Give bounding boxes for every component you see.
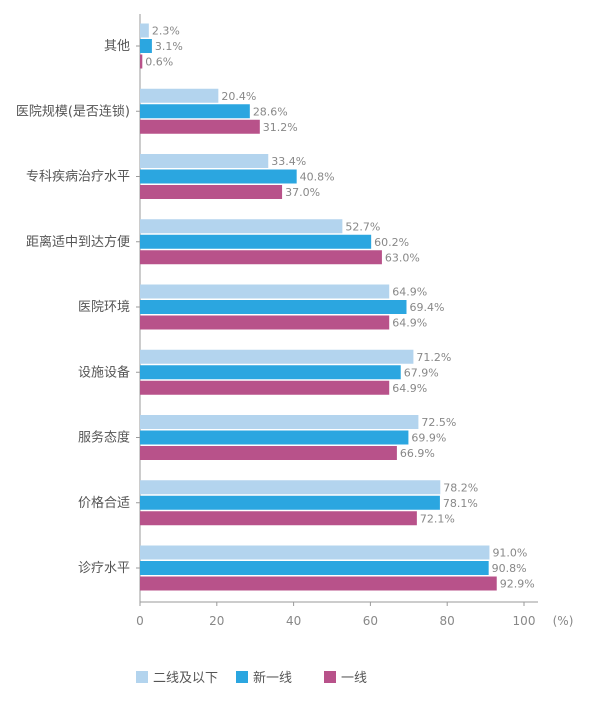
data-label: 3.1%: [155, 40, 183, 53]
bar[interactable]: [140, 154, 269, 168]
category-label: 价格合适: [78, 495, 130, 511]
data-label: 78.1%: [443, 497, 478, 510]
bar[interactable]: [140, 119, 260, 134]
bar[interactable]: [140, 219, 343, 234]
bar[interactable]: [140, 495, 440, 510]
bar[interactable]: [140, 480, 441, 495]
bar[interactable]: [140, 415, 419, 429]
data-label: 78.2%: [443, 481, 478, 494]
bar[interactable]: [140, 39, 152, 53]
data-label: 31.2%: [263, 121, 298, 134]
data-label: 66.9%: [400, 447, 435, 460]
category-label: 距离适中到达方便: [26, 234, 130, 250]
bar[interactable]: [140, 284, 390, 299]
x-tick-label: 80: [440, 614, 455, 628]
data-label: 40.8%: [300, 171, 335, 184]
legend-swatch: [236, 671, 248, 683]
legend-swatch: [324, 671, 336, 683]
data-label: 0.6%: [145, 56, 173, 69]
category-label: 医院规模(是否连锁): [16, 103, 130, 119]
category-label: 诊疗水平: [78, 561, 130, 576]
bar[interactable]: [140, 561, 489, 575]
bar[interactable]: [140, 23, 149, 38]
data-label: 33.4%: [271, 155, 306, 168]
bar[interactable]: [140, 54, 143, 69]
legend-label: 二线及以下: [153, 671, 218, 686]
data-label: 52.7%: [345, 220, 380, 233]
bar[interactable]: [140, 300, 407, 314]
category-label: 医院环境: [78, 300, 130, 315]
bar[interactable]: [140, 88, 219, 103]
data-label: 64.9%: [392, 317, 427, 330]
data-label: 2.3%: [152, 25, 180, 38]
legend-swatch: [136, 671, 148, 683]
legend-label: 一线: [341, 671, 367, 686]
data-label: 71.2%: [416, 351, 451, 364]
data-label: 69.4%: [409, 301, 444, 314]
bar[interactable]: [140, 315, 390, 330]
x-tick-label: 60: [363, 614, 378, 628]
x-tick-label: 20: [209, 614, 224, 628]
bar[interactable]: [140, 511, 417, 526]
bar[interactable]: [140, 104, 250, 119]
data-label: 72.5%: [421, 416, 456, 429]
bar[interactable]: [140, 349, 414, 364]
data-label: 64.9%: [392, 382, 427, 395]
legend-label: 新一线: [253, 670, 292, 686]
bar[interactable]: [140, 446, 397, 460]
category-label: 专科疾病治疗水平: [26, 170, 130, 185]
category-label: 其他: [104, 39, 130, 54]
data-label: 63.0%: [385, 251, 420, 264]
x-unit-label: (%): [553, 614, 574, 628]
bar[interactable]: [140, 545, 490, 560]
data-label: 67.9%: [404, 366, 439, 379]
data-label: 28.6%: [253, 105, 288, 118]
data-label: 90.8%: [492, 562, 527, 575]
data-label: 64.9%: [392, 286, 427, 299]
bar[interactable]: [140, 576, 497, 591]
bar[interactable]: [140, 185, 283, 199]
bar[interactable]: [140, 380, 390, 395]
bar[interactable]: [140, 250, 382, 265]
x-tick-label: 0: [136, 614, 144, 628]
category-label: 设施设备: [78, 364, 130, 380]
data-label: 91.0%: [492, 547, 527, 560]
data-label: 60.2%: [374, 236, 409, 249]
category-label: 服务态度: [78, 430, 130, 446]
data-label: 37.0%: [285, 186, 320, 199]
data-label: 72.1%: [420, 512, 455, 525]
bar[interactable]: [140, 430, 409, 445]
x-tick-label: 100: [513, 614, 536, 628]
bar[interactable]: [140, 169, 297, 184]
bar[interactable]: [140, 365, 401, 380]
bar[interactable]: [140, 234, 372, 249]
data-label: 92.9%: [500, 578, 535, 591]
data-label: 20.4%: [221, 90, 256, 103]
x-tick-label: 40: [286, 614, 301, 628]
data-label: 69.9%: [411, 432, 446, 445]
